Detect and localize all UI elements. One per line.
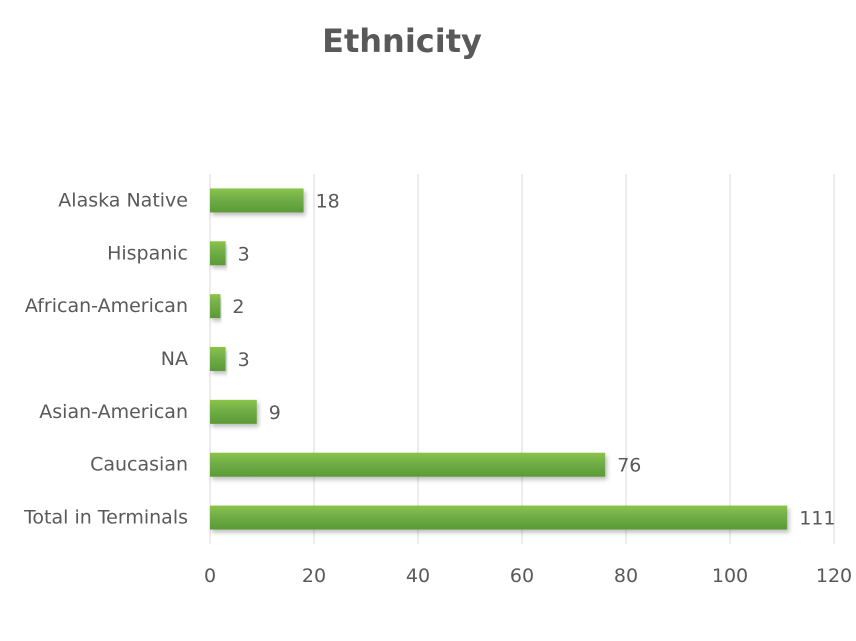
- x-tick-label: 60: [510, 565, 534, 587]
- category-label: NA: [161, 348, 188, 370]
- category-label: Asian-American: [39, 401, 188, 423]
- bar-asian-american: [210, 399, 257, 424]
- data-label: 76: [617, 455, 641, 477]
- category-label: Total in Terminals: [23, 507, 188, 529]
- bar-caucasian: [210, 452, 606, 477]
- chart-title: Ethnicity: [322, 22, 482, 60]
- data-label: 3: [238, 349, 250, 371]
- bar-alaska-native: [210, 188, 304, 213]
- bars: [210, 188, 788, 530]
- bar-total-in-terminals: [210, 505, 788, 530]
- data-label: 18: [316, 190, 340, 212]
- category-label: Alaska Native: [58, 189, 188, 211]
- x-tick-label: 100: [712, 565, 748, 587]
- category-label: Caucasian: [90, 454, 188, 476]
- x-tick-label: 40: [406, 565, 430, 587]
- x-tick-label: 20: [302, 565, 326, 587]
- bar-african-american: [210, 294, 221, 319]
- gridlines: [209, 174, 835, 544]
- x-tick-label: 120: [816, 565, 852, 587]
- data-label: 9: [269, 402, 281, 424]
- x-tick-label: 80: [614, 565, 638, 587]
- data-label: 3: [238, 243, 250, 265]
- x-tick-label: 0: [204, 565, 216, 587]
- category-label: Hispanic: [107, 242, 188, 264]
- category-label: African-American: [25, 295, 188, 317]
- bar-na: [210, 347, 226, 371]
- data-label: 111: [799, 508, 835, 530]
- data-label: 2: [232, 296, 244, 318]
- labels: 0 20 40 60 80 100 120 Alaska Native 18 Hispanic 3 A…: [23, 189, 852, 587]
- bar-hispanic: [210, 241, 226, 266]
